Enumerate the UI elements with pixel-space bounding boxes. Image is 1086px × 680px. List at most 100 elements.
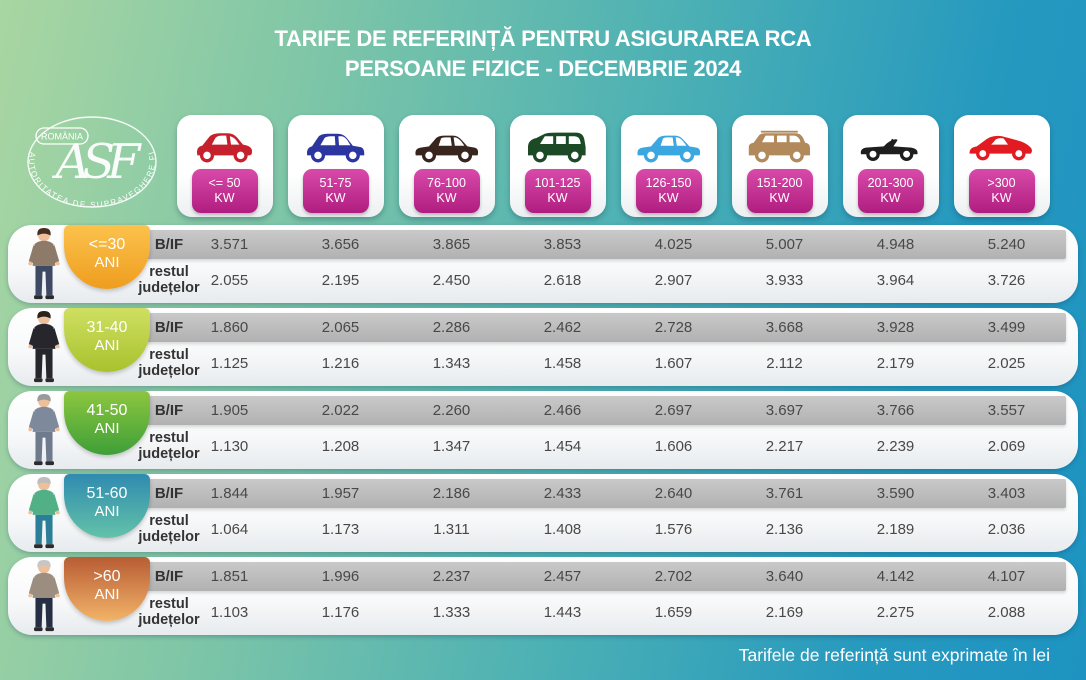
- rest-tariff-value: 2.618: [543, 272, 582, 289]
- kw-unit: KW: [658, 191, 679, 205]
- rest-label-line1: restul: [149, 264, 189, 280]
- bif-label: B/IF: [154, 485, 184, 502]
- bif-tariff-value: 2.640: [654, 485, 693, 502]
- sedan-car-icon: [411, 126, 483, 168]
- rest-tariff-value: 1.347: [432, 438, 471, 455]
- rest-label: restul județelor: [126, 264, 212, 296]
- logo-country: ROMÂNIA: [41, 132, 83, 142]
- bif-tariff-value: 2.433: [543, 485, 582, 502]
- person-icon: [24, 393, 64, 467]
- kw-label: 151-200 KW: [746, 169, 813, 213]
- bif-tariff-value: 4.142: [876, 568, 915, 585]
- rest-label-line1: restul: [149, 596, 189, 612]
- bif-tariff-value: 3.761: [765, 485, 804, 502]
- kw-unit: KW: [436, 191, 457, 205]
- bif-tariff-value: 2.697: [654, 402, 693, 419]
- rest-label-line2: județelor: [138, 446, 200, 462]
- rest-tariff-value: 1.176: [321, 604, 360, 621]
- rest-label-line2: județelor: [138, 280, 200, 296]
- bif-tariff-value: 3.656: [321, 236, 360, 253]
- bif-tariff-value: 1.996: [321, 568, 360, 585]
- person-icon: [24, 227, 64, 301]
- rest-tariff-value: 1.606: [654, 438, 693, 455]
- rest-tariff-value: 1.216: [321, 355, 360, 372]
- rest-values-row: 1.125 1.216 1.343 1.458 1.607 2.112 2.179 2.025: [174, 347, 1062, 381]
- bif-bar: [126, 562, 1066, 591]
- rest-tariff-value: 2.169: [765, 604, 804, 621]
- rest-tariff-value: 2.217: [765, 438, 804, 455]
- rest-tariff-value: 1.454: [543, 438, 582, 455]
- age-range: 51-60: [86, 485, 128, 502]
- rest-tariff-value: 1.103: [210, 604, 249, 621]
- bif-tariff-value: 2.462: [543, 319, 582, 336]
- rest-label-line1: restul: [149, 513, 189, 529]
- kw-range: 101-125: [534, 176, 581, 190]
- kw-label: 201-300 KW: [857, 169, 924, 213]
- age-row-31-40: 31-40 ANI B/IF restul județelor 1.860 2.0…: [8, 308, 1078, 386]
- bif-tariff-value: 2.237: [432, 568, 471, 585]
- bif-bar: [126, 479, 1066, 508]
- power-card-51-75: 51-75 KW: [287, 115, 384, 217]
- power-card-151-200: 151-200 KW: [731, 115, 828, 217]
- kw-label: 51-75 KW: [302, 169, 369, 213]
- age-unit: ANI: [94, 254, 120, 271]
- rest-label: restul județelor: [126, 513, 212, 545]
- sedan-car-icon: [633, 126, 705, 168]
- kw-range: 76-100: [427, 176, 466, 190]
- rest-tariff-value: 1.333: [432, 604, 471, 621]
- rest-tariff-value: 3.964: [876, 272, 915, 289]
- age-range: >60: [93, 568, 121, 585]
- kw-label: 101-125 KW: [524, 169, 591, 213]
- rest-tariff-value: 1.343: [432, 355, 471, 372]
- bif-label: B/IF: [154, 568, 184, 585]
- rest-tariff-value: 2.450: [432, 272, 471, 289]
- rest-tariff-value: 1.458: [543, 355, 582, 372]
- page-title-line2: PERSOANE FIZICE - DECEMBRIE 2024: [344, 56, 742, 81]
- rest-tariff-value: 2.036: [987, 521, 1026, 538]
- bif-tariff-value: 5.007: [765, 236, 804, 253]
- bif-tariff-value: 3.697: [765, 402, 804, 419]
- age-row-51-60: 51-60 ANI B/IF restul județelor 1.844 1.9…: [8, 474, 1078, 552]
- bif-tariff-value: 2.702: [654, 568, 693, 585]
- bif-tariff-value: 2.065: [321, 319, 360, 336]
- bif-tariff-value: 5.240: [987, 236, 1026, 253]
- bif-tariff-value: 1.844: [210, 485, 249, 502]
- rest-tariff-value: 1.130: [210, 438, 249, 455]
- rest-tariff-value: 2.195: [321, 272, 360, 289]
- bif-tariff-value: 2.728: [654, 319, 693, 336]
- bif-tariff-value: 2.260: [432, 402, 471, 419]
- age-range: <=30: [88, 236, 126, 253]
- bif-tariff-value: 1.957: [321, 485, 360, 502]
- kw-range: >300: [987, 176, 1016, 190]
- bif-values-row: 3.571 3.656 3.865 3.853 4.025 5.007 4.948 5.240: [174, 230, 1062, 259]
- rest-tariff-value: 1.311: [433, 521, 470, 538]
- bif-tariff-value: 2.022: [321, 402, 360, 419]
- bif-tariff-value: 3.571: [210, 236, 249, 253]
- kw-range: 126-150: [645, 176, 692, 190]
- rest-tariff-value: 2.239: [876, 438, 915, 455]
- rest-tariff-value: 2.275: [876, 604, 915, 621]
- kw-label: 76-100 KW: [413, 169, 480, 213]
- rest-label: restul județelor: [126, 596, 212, 628]
- age-range: 41-50: [86, 402, 128, 419]
- rest-values-row: 2.055 2.195 2.450 2.618 2.907 3.933 3.964 3.726: [174, 264, 1062, 298]
- rest-tariff-value: 2.088: [987, 604, 1026, 621]
- bif-tariff-value: 4.107: [987, 568, 1026, 585]
- kw-unit: KW: [991, 191, 1012, 205]
- power-card-101-125: 101-125 KW: [509, 115, 606, 217]
- age-row-under-30: <=30 ANI B/IF restul județelor 3.571 3.65…: [8, 225, 1078, 303]
- power-card-201-300: 201-300 KW: [842, 115, 939, 217]
- rest-tariff-value: 1.173: [321, 521, 360, 538]
- rest-label-line1: restul: [149, 430, 189, 446]
- bif-tariff-value: 1.905: [210, 402, 249, 419]
- power-card-76-100: 76-100 KW: [398, 115, 495, 217]
- rest-values-row: 1.130 1.208 1.347 1.454 1.606 2.217 2.239 2.069: [174, 430, 1062, 464]
- bif-tariff-value: 3.766: [876, 402, 915, 419]
- bif-tariff-value: 3.557: [987, 402, 1026, 419]
- rest-tariff-value: 2.055: [210, 272, 249, 289]
- rest-values-row: 1.103 1.176 1.333 1.443 1.659 2.169 2.275 2.088: [174, 596, 1062, 630]
- kw-range: 151-200: [756, 176, 803, 190]
- rest-tariff-value: 2.189: [876, 521, 915, 538]
- bif-tariff-value: 2.286: [432, 319, 471, 336]
- bif-bar: [126, 313, 1066, 342]
